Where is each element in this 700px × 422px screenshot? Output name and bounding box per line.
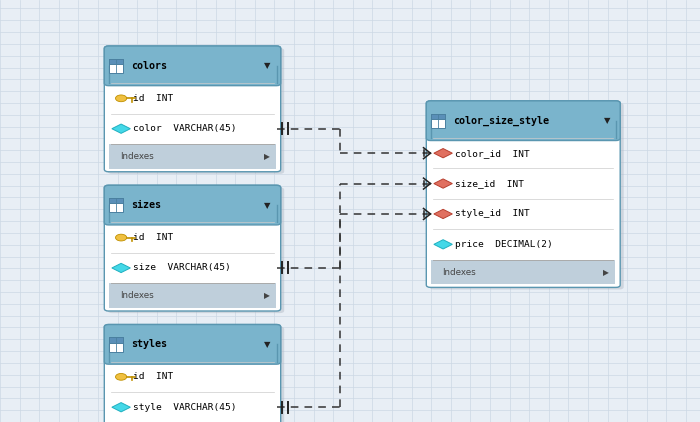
FancyBboxPatch shape: [104, 325, 281, 364]
Polygon shape: [434, 179, 452, 188]
Text: sizes: sizes: [132, 200, 162, 210]
FancyBboxPatch shape: [426, 101, 620, 287]
Circle shape: [116, 234, 127, 241]
Polygon shape: [434, 209, 452, 219]
Text: Indexes: Indexes: [120, 152, 153, 161]
Text: colors: colors: [132, 61, 167, 71]
Bar: [108, 337, 122, 343]
Bar: [108, 337, 122, 352]
FancyBboxPatch shape: [104, 46, 281, 172]
Bar: [108, 198, 122, 203]
Bar: [109, 283, 276, 308]
FancyBboxPatch shape: [108, 327, 284, 422]
Text: Indexes: Indexes: [120, 291, 153, 300]
Polygon shape: [112, 263, 130, 273]
Text: color  VARCHAR(45): color VARCHAR(45): [133, 124, 237, 133]
Bar: [109, 66, 276, 83]
Text: size  VARCHAR(45): size VARCHAR(45): [133, 263, 231, 273]
Polygon shape: [112, 124, 130, 133]
Polygon shape: [434, 240, 452, 249]
Bar: [431, 260, 615, 284]
FancyBboxPatch shape: [108, 48, 284, 174]
Text: color_size_style: color_size_style: [454, 116, 550, 126]
Text: size_id  INT: size_id INT: [455, 179, 524, 188]
Bar: [109, 144, 276, 169]
Text: color_id  INT: color_id INT: [455, 149, 530, 158]
FancyBboxPatch shape: [104, 185, 281, 311]
Bar: [430, 114, 444, 128]
Bar: [430, 114, 444, 119]
Bar: [108, 198, 122, 212]
Bar: [108, 59, 122, 64]
Circle shape: [116, 95, 127, 102]
FancyBboxPatch shape: [104, 325, 281, 422]
Text: style_id  INT: style_id INT: [455, 209, 530, 219]
Text: style  VARCHAR(45): style VARCHAR(45): [133, 403, 237, 412]
Bar: [109, 344, 276, 362]
FancyBboxPatch shape: [104, 46, 281, 86]
Text: ▶: ▶: [603, 268, 609, 277]
Text: ▶: ▶: [264, 152, 270, 161]
FancyBboxPatch shape: [108, 187, 284, 313]
Text: price  DECIMAL(2): price DECIMAL(2): [455, 240, 553, 249]
Text: Indexes: Indexes: [442, 268, 475, 277]
Text: ▼: ▼: [264, 61, 271, 70]
FancyBboxPatch shape: [104, 185, 281, 225]
Text: ▼: ▼: [264, 340, 271, 349]
Bar: [431, 121, 615, 138]
Text: styles: styles: [132, 339, 167, 349]
FancyBboxPatch shape: [426, 101, 620, 141]
Polygon shape: [112, 403, 130, 412]
Text: id  INT: id INT: [133, 372, 174, 381]
FancyBboxPatch shape: [430, 103, 624, 289]
Text: id  INT: id INT: [133, 94, 174, 103]
Polygon shape: [434, 149, 452, 158]
Text: id  INT: id INT: [133, 233, 174, 242]
Text: ▶: ▶: [264, 291, 270, 300]
Text: ▼: ▼: [603, 116, 610, 125]
Bar: [108, 59, 122, 73]
Text: ▼: ▼: [264, 200, 271, 210]
Bar: [109, 205, 276, 222]
Circle shape: [116, 373, 127, 380]
